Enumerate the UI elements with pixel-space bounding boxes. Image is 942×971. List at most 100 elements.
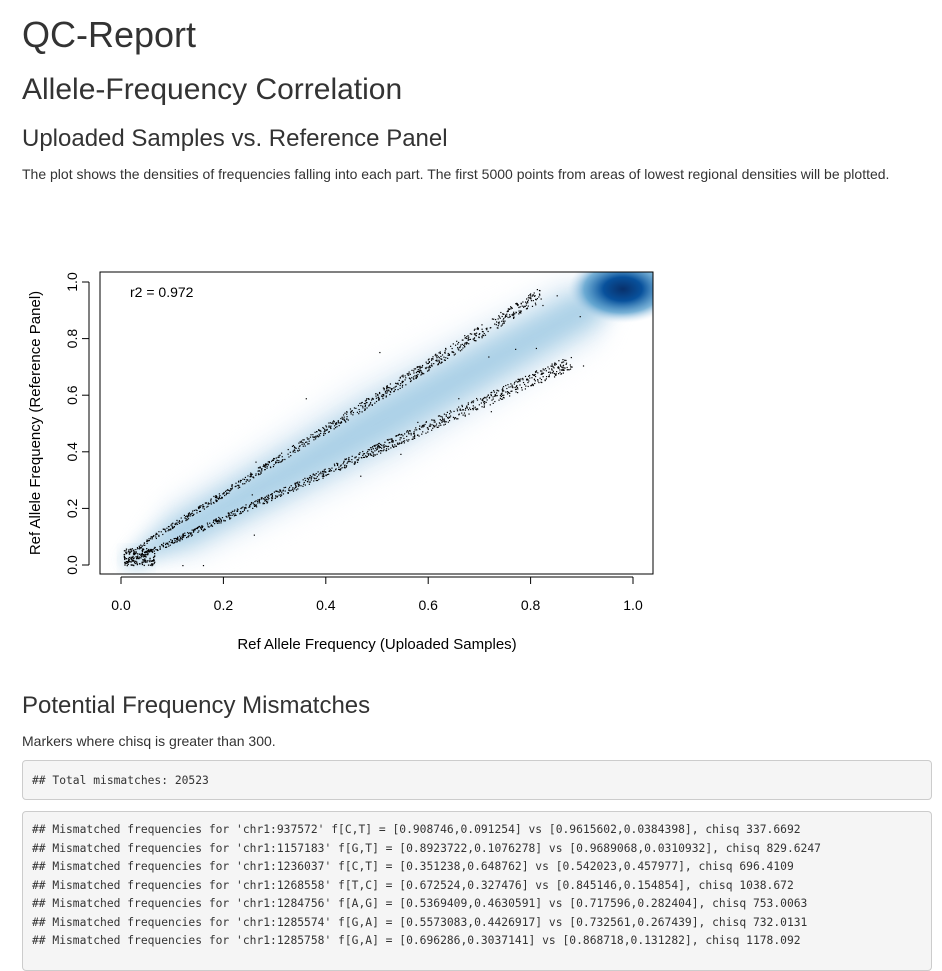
- scatter-point: [475, 340, 477, 342]
- scatter-point: [415, 376, 417, 378]
- scatter-point: [483, 334, 485, 337]
- scatter-point: [385, 448, 388, 450]
- scatter-point: [203, 528, 206, 530]
- scatter-point: [172, 522, 174, 524]
- scatter-point: [146, 553, 149, 556]
- scatter-point: [398, 443, 400, 445]
- scatter-point: [335, 423, 337, 426]
- scatter-point: [360, 456, 362, 459]
- scatter-point: [408, 371, 410, 373]
- scatter-point: [483, 405, 486, 407]
- scatter-point: [132, 550, 134, 552]
- scatter-point: [481, 324, 483, 326]
- scatter-point: [324, 428, 326, 431]
- scatter-point: [456, 410, 459, 412]
- scatter-point: [386, 386, 389, 388]
- scatter-point: [450, 411, 452, 413]
- scatter-point: [200, 527, 202, 529]
- scatter-point: [508, 386, 510, 388]
- mismatch-list-output[interactable]: ## Mismatched frequencies for 'chr1:9375…: [22, 811, 932, 971]
- scatter-point: [525, 302, 528, 304]
- scatter-point: [318, 474, 320, 476]
- scatter-point: [490, 395, 492, 397]
- scatter-point: [384, 445, 386, 447]
- scatter-point: [511, 390, 513, 392]
- scatter-point: [386, 391, 388, 393]
- scatter-point: [177, 536, 179, 538]
- scatter-point: [350, 410, 353, 413]
- scatter-point: [289, 490, 291, 492]
- mismatch-line: ## Mismatched frequencies for 'chr1:1157…: [32, 841, 821, 855]
- scatter-point: [449, 415, 452, 417]
- scatter-point: [193, 528, 196, 531]
- scatter-point: [461, 405, 463, 408]
- scatter-point: [433, 419, 436, 421]
- scatter-point: [495, 392, 498, 394]
- scatter-point: [339, 465, 342, 467]
- scatter-point: [520, 312, 522, 314]
- scatter-point: [423, 425, 425, 427]
- scatter-point: [512, 317, 515, 319]
- scatter-point: [137, 547, 139, 550]
- scatter-point: [165, 542, 167, 544]
- scatter-point: [395, 435, 397, 437]
- scatter-point: [354, 463, 356, 465]
- scatter-point: [323, 469, 325, 471]
- scatter-point: [166, 546, 168, 548]
- scatter-point: [391, 439, 394, 441]
- scatter-point: [148, 539, 150, 542]
- scatter-point: [482, 331, 484, 333]
- scatter-point: [209, 503, 211, 505]
- scatter-point: [192, 531, 195, 533]
- scatter-point: [133, 560, 135, 562]
- scatter-point: [201, 526, 203, 529]
- scatter-point: [551, 363, 553, 365]
- scatter-point: [467, 339, 469, 341]
- scatter-point: [207, 503, 209, 505]
- scatter-point: [516, 381, 519, 383]
- scatter-point: [213, 495, 215, 498]
- scatter-point: [544, 368, 547, 370]
- scatter-point: [129, 548, 132, 550]
- scatter-point: [376, 447, 378, 449]
- scatter-point: [307, 438, 309, 440]
- scatter-point: [582, 365, 585, 367]
- scatter-point: [204, 528, 206, 531]
- scatter-point: [451, 347, 453, 350]
- scatter-point: [282, 490, 284, 492]
- scatter-point: [131, 560, 133, 562]
- scatter-point: [536, 288, 538, 291]
- scatter-point: [382, 450, 384, 452]
- scatter-point: [565, 363, 567, 366]
- scatter-point: [130, 550, 133, 552]
- mismatch-line: ## Mismatched frequencies for 'chr1:9375…: [32, 823, 801, 836]
- scatter-point: [445, 348, 447, 350]
- scatter-point: [239, 479, 242, 482]
- scatter-point: [219, 517, 221, 520]
- scatter-point: [525, 298, 528, 300]
- scatter-point: [461, 404, 463, 407]
- scatter-point: [215, 497, 217, 499]
- scatter-point: [203, 529, 205, 531]
- scatter-point: [552, 370, 555, 372]
- scatter-point: [486, 327, 488, 329]
- scatter-point: [429, 425, 431, 427]
- scatter-point: [383, 447, 385, 449]
- scatter-point: [239, 486, 241, 489]
- scatter-point: [500, 325, 502, 327]
- scatter-point: [124, 562, 126, 564]
- report-title: QC-Report: [22, 14, 197, 55]
- scatter-point: [369, 453, 372, 455]
- scatter-point: [508, 308, 510, 311]
- density-band-layer: [121, 282, 634, 565]
- scatter-point: [428, 368, 430, 370]
- scatter-point: [378, 391, 381, 394]
- scatter-point: [516, 303, 518, 305]
- scatter-point: [183, 514, 185, 517]
- scatter-point: [272, 465, 275, 468]
- scatter-point: [155, 537, 157, 540]
- scatter-point: [464, 335, 466, 337]
- scatter-point: [304, 445, 306, 447]
- scatter-point: [192, 510, 194, 512]
- scatter-point: [404, 440, 406, 442]
